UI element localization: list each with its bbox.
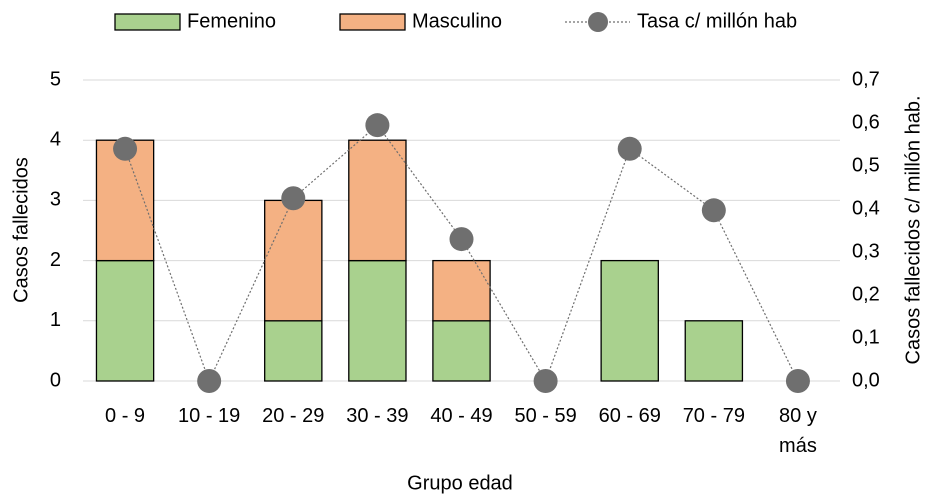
x-tick-label: 70 - 79 <box>682 405 745 427</box>
bar-segment <box>95 259 155 382</box>
line-marker <box>449 227 474 252</box>
legend-marker <box>588 12 608 32</box>
x-tick-label: 40 - 49 <box>430 405 493 427</box>
bar-segment <box>264 199 323 322</box>
line-marker <box>617 136 642 161</box>
bar-segment <box>684 320 744 382</box>
y2-tick-label: 0,5 <box>852 154 880 176</box>
line-marker <box>701 198 726 223</box>
y-tick-label: 1 <box>50 309 61 331</box>
x-tick-label: 30 - 39 <box>346 405 409 427</box>
x-axis-title: Grupo edad <box>407 472 513 494</box>
line-marker <box>197 369 222 393</box>
y-tick-label: 0 <box>50 369 61 391</box>
y2-tick-label: 0,0 <box>852 369 880 391</box>
x-tick-label: 10 - 19 <box>178 405 241 427</box>
x-tick-label: 80 y más <box>779 405 817 457</box>
bar-segment <box>432 320 491 382</box>
y-tick-label: 3 <box>50 189 61 211</box>
legend-label: Masculino <box>412 10 502 32</box>
y-tick-label: 5 <box>50 68 61 90</box>
y2-axis-title: Casos fallecidos c/ millón hab. <box>902 95 924 364</box>
legend-label: Femenino <box>187 10 276 32</box>
y2-tick-label: 0,6 <box>852 111 880 133</box>
x-tick-label: 0 - 9 <box>105 405 146 427</box>
line-marker <box>281 186 306 211</box>
bar-segment <box>432 259 491 322</box>
x-tick-label: 20 - 29 <box>262 405 325 427</box>
x-tick-label: 60 - 69 <box>598 405 661 427</box>
line-marker <box>113 136 138 161</box>
y2-tick-label: 0,2 <box>852 283 880 305</box>
legend-swatch <box>114 13 181 31</box>
y2-tick-label: 0,1 <box>852 326 880 348</box>
y2-tick-label: 0,3 <box>852 240 880 262</box>
y2-tick-label: 0,7 <box>852 68 880 90</box>
bar-segment <box>264 320 323 382</box>
bar-segment <box>600 259 659 382</box>
y-tick-label: 2 <box>50 249 61 271</box>
bar-segment <box>348 139 407 262</box>
line-marker <box>533 369 558 393</box>
y-tick-label: 4 <box>50 128 61 150</box>
line-marker <box>365 113 390 138</box>
line-marker <box>785 369 810 393</box>
legend-label: Tasa c/ millón hab <box>637 10 797 32</box>
legend-swatch <box>339 13 406 31</box>
y-axis-title: Casos fallecidos <box>10 157 32 303</box>
x-tick-label: 50 - 59 <box>514 405 577 427</box>
y2-tick-label: 0,4 <box>852 197 880 219</box>
bar-segment <box>348 259 407 382</box>
